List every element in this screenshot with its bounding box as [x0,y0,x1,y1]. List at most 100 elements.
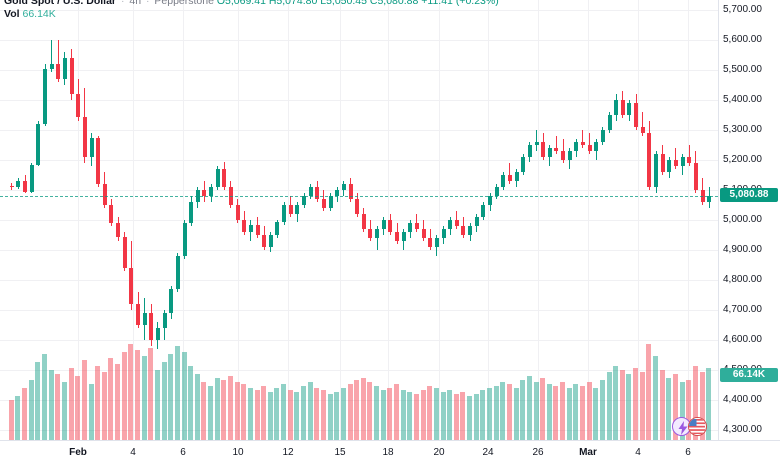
volume-bar [413,394,419,440]
gridline-horizontal [0,100,718,101]
price-tick: 5,500.00 [723,64,762,75]
close-value: 5,080.88 [377,0,419,7]
volume-bar [35,362,41,440]
volume-bar [619,370,625,440]
volume-bar [407,392,413,440]
volume-bar [367,382,373,440]
volume-bar [8,400,14,440]
volume-bar [360,378,366,440]
price-tick: 4,800.00 [723,274,762,285]
time-tick: 26 [532,447,544,458]
open-label: O [216,0,226,7]
volume-bar [599,380,605,440]
gridline-vertical [78,0,79,440]
time-tick: 6 [180,447,186,458]
candlestick-series [8,40,712,440]
volume-bar [61,382,67,440]
volume-badge: 66.14K [720,368,778,382]
flag-icon[interactable] [688,417,707,436]
volume-bar [460,392,466,440]
time-scale[interactable]: Feb 4 6 10 12 15 18 20 24 26 Mar 4 6 [0,440,780,471]
time-tick: Feb [69,447,87,458]
volume-bar [81,360,87,440]
volume-bar [42,354,48,440]
gridline-horizontal [0,70,718,71]
volume-bar [287,390,293,440]
gridline-vertical [288,0,289,440]
volume-bar [340,388,346,440]
volume-bar [267,392,273,440]
gridline-vertical [538,0,539,440]
volume-bar [281,384,287,440]
volume-bar [347,384,353,440]
exchange-label[interactable]: Pepperstone [154,0,214,7]
volume-bar [546,384,552,440]
volume-bar [467,396,473,440]
interval-label[interactable]: 4h [129,0,142,7]
volume-bar [15,396,21,440]
time-tick: 6 [685,447,691,458]
gridline-vertical [588,0,589,440]
volume-bar [487,388,492,440]
volume-bar [95,366,101,440]
volume-bar [334,392,340,440]
volume-bar [659,370,665,440]
volume-bar [566,388,572,440]
volume-bar [75,376,81,440]
volume-bar [55,374,61,440]
volume-bar [181,352,187,440]
volume-bar [22,388,28,440]
price-tick: 5,300.00 [723,124,762,135]
volume-bar [380,390,386,440]
time-tick: 24 [482,447,494,458]
gridline-vertical [488,0,489,440]
volume-bar [500,382,506,440]
volume-bar [420,390,426,440]
volume-bar [154,370,160,440]
volume-bar [227,376,233,440]
volume-bar [307,382,313,440]
volume-bar [354,380,360,440]
time-tick: 4 [130,447,136,458]
volume-bar [168,354,174,440]
gridline-horizontal [0,190,718,191]
gridline-horizontal [0,280,718,281]
gridline-horizontal [0,400,718,401]
volume-bar [653,356,659,440]
volume-bar [579,386,585,440]
volume-bar [387,388,393,440]
volume-bar [194,374,200,440]
volume-bar [493,386,499,440]
gridline-horizontal [0,430,718,431]
volume-bar [141,356,147,440]
volume-bar [48,370,54,440]
chart-plot-area[interactable] [0,0,718,440]
volume-bar [560,382,566,440]
volume-bar [433,388,439,440]
lightning-icon[interactable] [672,417,691,436]
chart-legend: Gold Spot / U.S. Dollar · 4h · Peppersto… [4,0,499,7]
volume-value: 66.14K [22,8,56,20]
price-tick: 4,900.00 [723,244,762,255]
time-tick: 15 [334,447,346,458]
high-value: 5,074.80 [276,0,318,7]
volume-bar [241,384,247,440]
volume-bar [586,382,592,440]
volume-bar [706,368,712,440]
volume-bar [327,394,333,440]
legend-separator-2: · [145,0,150,7]
gridline-vertical [133,0,134,440]
volume-bar [294,392,300,440]
gridline-vertical [688,0,689,440]
volume-bar [440,392,446,440]
volume-bar [254,390,260,440]
price-scale[interactable]: 5,700.00 5,600.00 5,500.00 5,400.00 5,300.00… [718,0,780,440]
volume-bar [394,384,400,440]
volume-bar [666,378,672,440]
symbol-name[interactable]: Gold Spot / U.S. Dollar [4,0,117,7]
low-label: L [320,0,327,7]
volume-bar [374,386,380,440]
volume-bar [692,366,698,440]
volume-bar [506,384,512,440]
